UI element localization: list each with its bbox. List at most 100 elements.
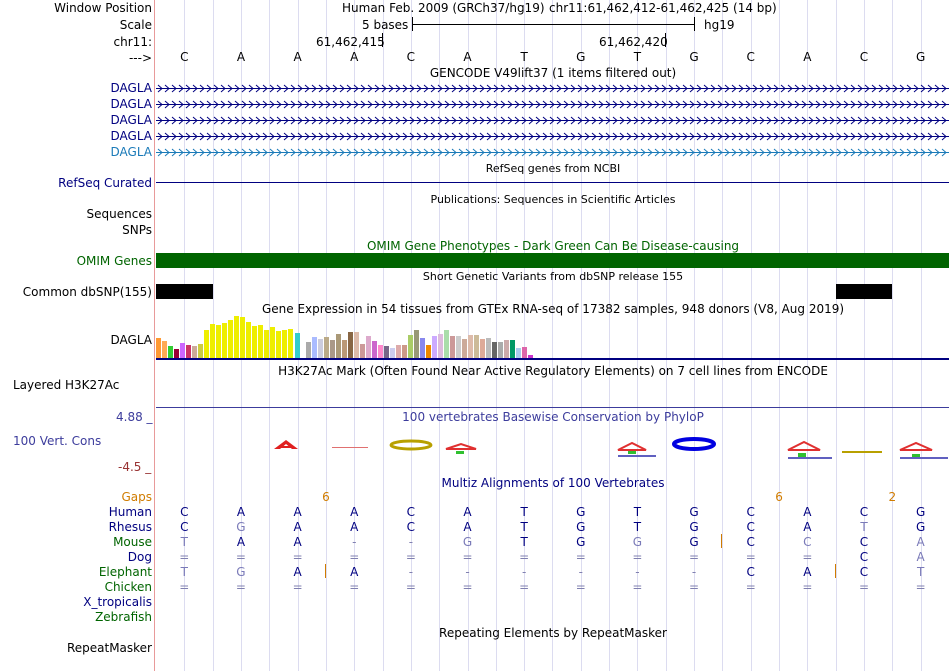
alignment-base: = [745, 580, 756, 594]
gtex-bar [426, 345, 431, 358]
gtex-bar [168, 346, 173, 358]
gtex-bar [216, 325, 221, 358]
gtex-bar [474, 335, 479, 358]
omim-track-title[interactable]: OMIM Gene Phenotypes - Dark Green Can Be… [366, 239, 740, 253]
species-label[interactable]: Zebrafish [95, 610, 152, 624]
species-label[interactable]: Mouse [113, 535, 152, 549]
alignment-base: C [406, 505, 416, 519]
insertion-marker [325, 564, 326, 578]
logo-letter-t [912, 454, 920, 457]
alignment-base: = [802, 550, 813, 564]
gtex-bar [360, 344, 365, 358]
dbsnp-track-title[interactable]: Short Genetic Variants from dbSNP releas… [422, 270, 684, 283]
phylop-conservation-logo[interactable] [156, 436, 950, 464]
base-letter: A [463, 50, 472, 64]
refseq-track-title[interactable]: RefSeq genes from NCBI [485, 162, 621, 175]
alignment-base: G [236, 520, 246, 534]
omim-gene-bar[interactable] [156, 253, 949, 268]
gtex-bar [420, 338, 425, 358]
species-label[interactable]: Dog [127, 550, 152, 564]
logo-letter-c [389, 439, 433, 451]
omim-track-label[interactable]: OMIM Genes [76, 254, 152, 268]
gencode-transcript-label[interactable]: DAGLA [110, 113, 153, 127]
gtex-bar [204, 330, 209, 358]
gencode-transcript-line[interactable] [156, 116, 949, 125]
dbsnp-track-label[interactable]: Common dbSNP(155) [22, 285, 152, 299]
species-label[interactable]: Chicken [104, 580, 152, 594]
h3k27ac-track-label[interactable]: Layered H3K27Ac [13, 378, 120, 392]
alignment-base: A [293, 520, 302, 534]
gencode-transcript-label[interactable]: DAGLA [110, 81, 153, 95]
repeatmasker-track-title[interactable]: Repeating Elements by RepeatMasker [439, 626, 667, 640]
alignment-base: - [521, 565, 527, 579]
gtex-bar [198, 344, 203, 358]
logo-letter-a-flat [332, 447, 368, 448]
species-label[interactable]: Elephant [98, 565, 152, 579]
base-letter: A [293, 50, 302, 64]
gtex-bar [342, 340, 347, 358]
alignment-base: A [293, 535, 302, 549]
base-letter: G [915, 50, 926, 64]
alignment-base: T [860, 520, 868, 534]
alignment-base: A [293, 505, 302, 519]
gtex-bar [492, 342, 497, 358]
alignment-base: G [689, 535, 699, 549]
gencode-transcript-label[interactable]: DAGLA [110, 129, 153, 143]
gtex-track-title[interactable]: Gene Expression in 54 tissues from GTEx … [261, 302, 845, 316]
alignment-base: = [519, 580, 530, 594]
gencode-transcript-line[interactable] [156, 100, 949, 109]
gencode-transcript-label[interactable]: DAGLA [110, 145, 153, 159]
coord-label-2: 61,462,420 [599, 35, 668, 49]
phylop-track-title[interactable]: 100 vertebrates Basewise Conservation by… [402, 410, 704, 424]
dbsnp-variant-1[interactable] [156, 284, 213, 299]
refseq-track-label[interactable]: RefSeq Curated [58, 176, 152, 190]
gtex-bar [156, 338, 161, 358]
alignment-base: T [520, 520, 528, 534]
logo-letter-a [617, 441, 647, 451]
dbsnp-variant-2[interactable] [836, 284, 892, 299]
gtex-bar [318, 339, 323, 358]
repeatmasker-track-label[interactable]: RepeatMasker [66, 641, 152, 655]
gtex-track-label[interactable]: DAGLA [110, 333, 153, 347]
gtex-bar [282, 330, 287, 358]
alignment-base: - [635, 565, 640, 579]
h3k27ac-track-title[interactable]: H3K27Ac Mark (Often Found Near Active Re… [278, 364, 828, 378]
gencode-transcript-line[interactable] [156, 84, 949, 93]
gtex-bar [504, 340, 509, 358]
publications-track-title[interactable]: Publications: Sequences in Scientific Ar… [430, 193, 676, 206]
gaps-label[interactable]: Gaps [121, 490, 152, 504]
species-label[interactable]: Rhesus [108, 520, 152, 534]
alignment-base: G [576, 520, 586, 534]
alignment-base: T [633, 505, 642, 519]
alignment-base: = [575, 550, 586, 564]
scale-db-text: hg19 [704, 18, 735, 32]
alignment-base: A [350, 565, 359, 579]
gtex-bar [324, 337, 329, 358]
gencode-transcript-label[interactable]: DAGLA [110, 97, 153, 111]
strand-arrows [157, 84, 947, 93]
gtex-bar [330, 340, 335, 358]
species-label[interactable]: X_tropicalis [83, 595, 152, 609]
alignment-base: T [520, 505, 528, 519]
alignment-base: = [745, 550, 756, 564]
gtex-bar [528, 355, 533, 358]
gtex-bar [270, 327, 275, 358]
species-label[interactable]: Human [108, 505, 152, 519]
snps-track-label[interactable]: SNPs [122, 223, 152, 237]
position-text[interactable]: chr11:61,462,412-61,462,425 (14 bp) [549, 1, 777, 15]
gencode-track-title[interactable]: GENCODE V49lift37 (1 items filtered out) [429, 66, 677, 80]
alignment-base: C [746, 520, 755, 534]
chrom-label: chr11: [113, 35, 152, 49]
sequences-track-label[interactable]: Sequences [86, 207, 152, 221]
multiz-track-title[interactable]: Multiz Alignments of 100 Vertebrates [441, 476, 665, 490]
gtex-bar [258, 325, 263, 358]
gencode-transcript-line[interactable] [156, 148, 949, 157]
gencode-transcript-line[interactable] [156, 132, 949, 141]
phylop-track-label[interactable]: 100 Vert. Cons [13, 434, 102, 448]
alignment-base: - [465, 565, 470, 579]
refseq-gene-line[interactable] [156, 182, 949, 183]
alignment-base: - [578, 565, 583, 579]
gtex-expression-bars[interactable] [156, 316, 556, 358]
alignment-base: A [803, 565, 812, 579]
alignment-base: = [235, 580, 246, 594]
